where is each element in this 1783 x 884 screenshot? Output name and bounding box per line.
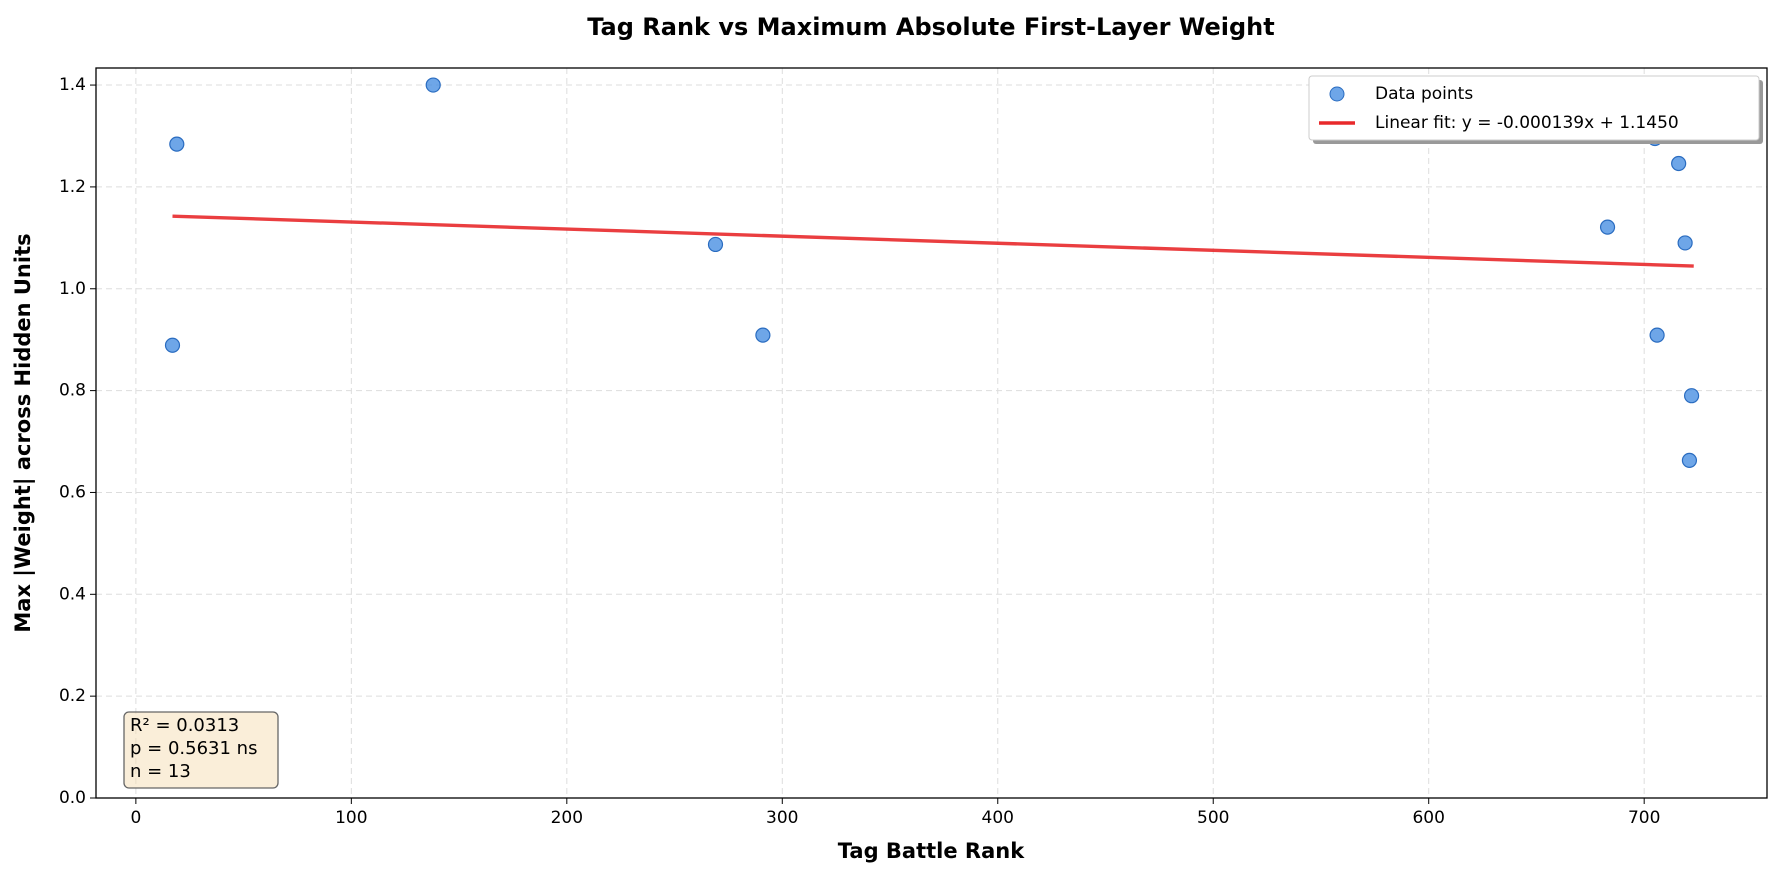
legend-box bbox=[1308, 75, 1760, 141]
stats-text: p = 0.5631 ns bbox=[130, 738, 257, 759]
data-point bbox=[425, 77, 441, 93]
data-point bbox=[1683, 388, 1700, 404]
x-tick-label: 200 bbox=[551, 808, 583, 828]
legend-label: Data points bbox=[1375, 84, 1473, 104]
x-tick-label: 500 bbox=[1197, 808, 1229, 828]
x-axis-label: Tag Battle Rank bbox=[838, 839, 1025, 863]
y-axis-label: Max |Weight| across Hidden Units bbox=[11, 233, 36, 632]
data-point bbox=[1649, 327, 1665, 343]
x-tick-label: 700 bbox=[1628, 808, 1660, 828]
legend-marker bbox=[1329, 86, 1345, 102]
y-tick-label: 0.2 bbox=[59, 686, 86, 706]
fit-line bbox=[172, 214, 1694, 268]
data-point bbox=[169, 136, 185, 152]
x-tick-label: 0 bbox=[130, 808, 141, 828]
y-tick-label: 0.6 bbox=[59, 482, 86, 502]
y-tick-label: 1.0 bbox=[59, 279, 86, 299]
y-tick-label: 1.2 bbox=[59, 177, 86, 197]
data-point bbox=[707, 236, 724, 253]
y-tick-label: 0.0 bbox=[59, 788, 86, 808]
x-tick-label: 400 bbox=[982, 808, 1014, 828]
plot-frame bbox=[95, 67, 1768, 799]
y-tick-label: 1.4 bbox=[59, 75, 86, 95]
x-tick-label: 300 bbox=[766, 808, 798, 828]
legend-label: Linear fit: y = -0.000139x + 1.1450 bbox=[1375, 113, 1679, 133]
chart-title: Tag Rank vs Maximum Absolute First-Layer… bbox=[587, 13, 1274, 41]
data-point bbox=[755, 327, 771, 343]
data-point bbox=[1681, 452, 1698, 468]
x-tick-label: 600 bbox=[1412, 808, 1444, 828]
stats-box bbox=[123, 711, 279, 789]
stats-text: R² = 0.0313 bbox=[130, 715, 239, 736]
data-point bbox=[1677, 235, 1693, 251]
x-tick-label: 100 bbox=[335, 808, 367, 828]
stats-text: n = 13 bbox=[130, 761, 191, 782]
data-point bbox=[1671, 155, 1687, 172]
data-point bbox=[1599, 219, 1616, 235]
y-tick-label: 0.4 bbox=[59, 584, 86, 604]
y-tick-label: 0.8 bbox=[59, 381, 86, 401]
data-point bbox=[164, 337, 181, 353]
